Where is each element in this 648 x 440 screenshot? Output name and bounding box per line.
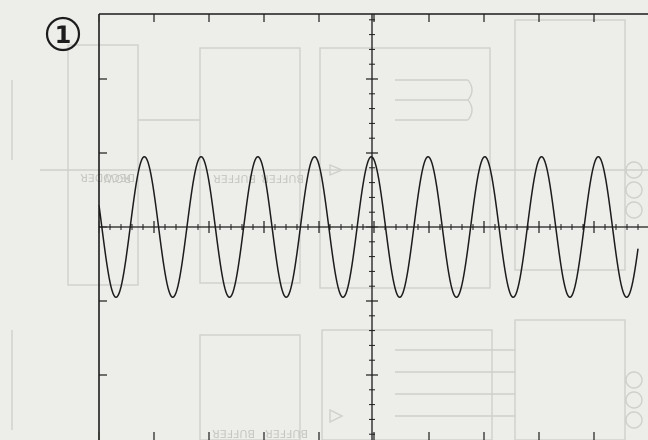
ghost-label-buffer-2: BUFFER (261, 172, 304, 185)
background-schematic: ROW DECODER BUFFER BUFFER BUFFER BUFFER (11, 19, 648, 440)
ghost-block-right-upper (514, 19, 626, 271)
ghost-block-buffer-lower (199, 334, 301, 440)
ghost-label-row: ROW (104, 172, 131, 185)
figure-number: 1 (55, 21, 72, 49)
ghost-label-buffer-1: BUFFER (213, 172, 256, 185)
ghost-block-memory-upper (319, 47, 491, 289)
ghost-block-row-decoder (67, 44, 139, 286)
ghost-label-buffer-3: BUFFER (212, 427, 255, 440)
ghost-block-memory-lower (321, 329, 493, 440)
figure-number-badge: 1 (45, 16, 81, 52)
ghost-block-right-lower (514, 319, 626, 440)
waveform-trace (98, 155, 639, 299)
ghost-label-decoder: DECODER (80, 171, 135, 184)
figure-number-circle (45, 16, 81, 52)
graticule-ticks (98, 14, 639, 440)
ghost-block-buffer-upper (199, 47, 301, 284)
ghost-label-buffer-4: BUFFER (265, 427, 308, 440)
